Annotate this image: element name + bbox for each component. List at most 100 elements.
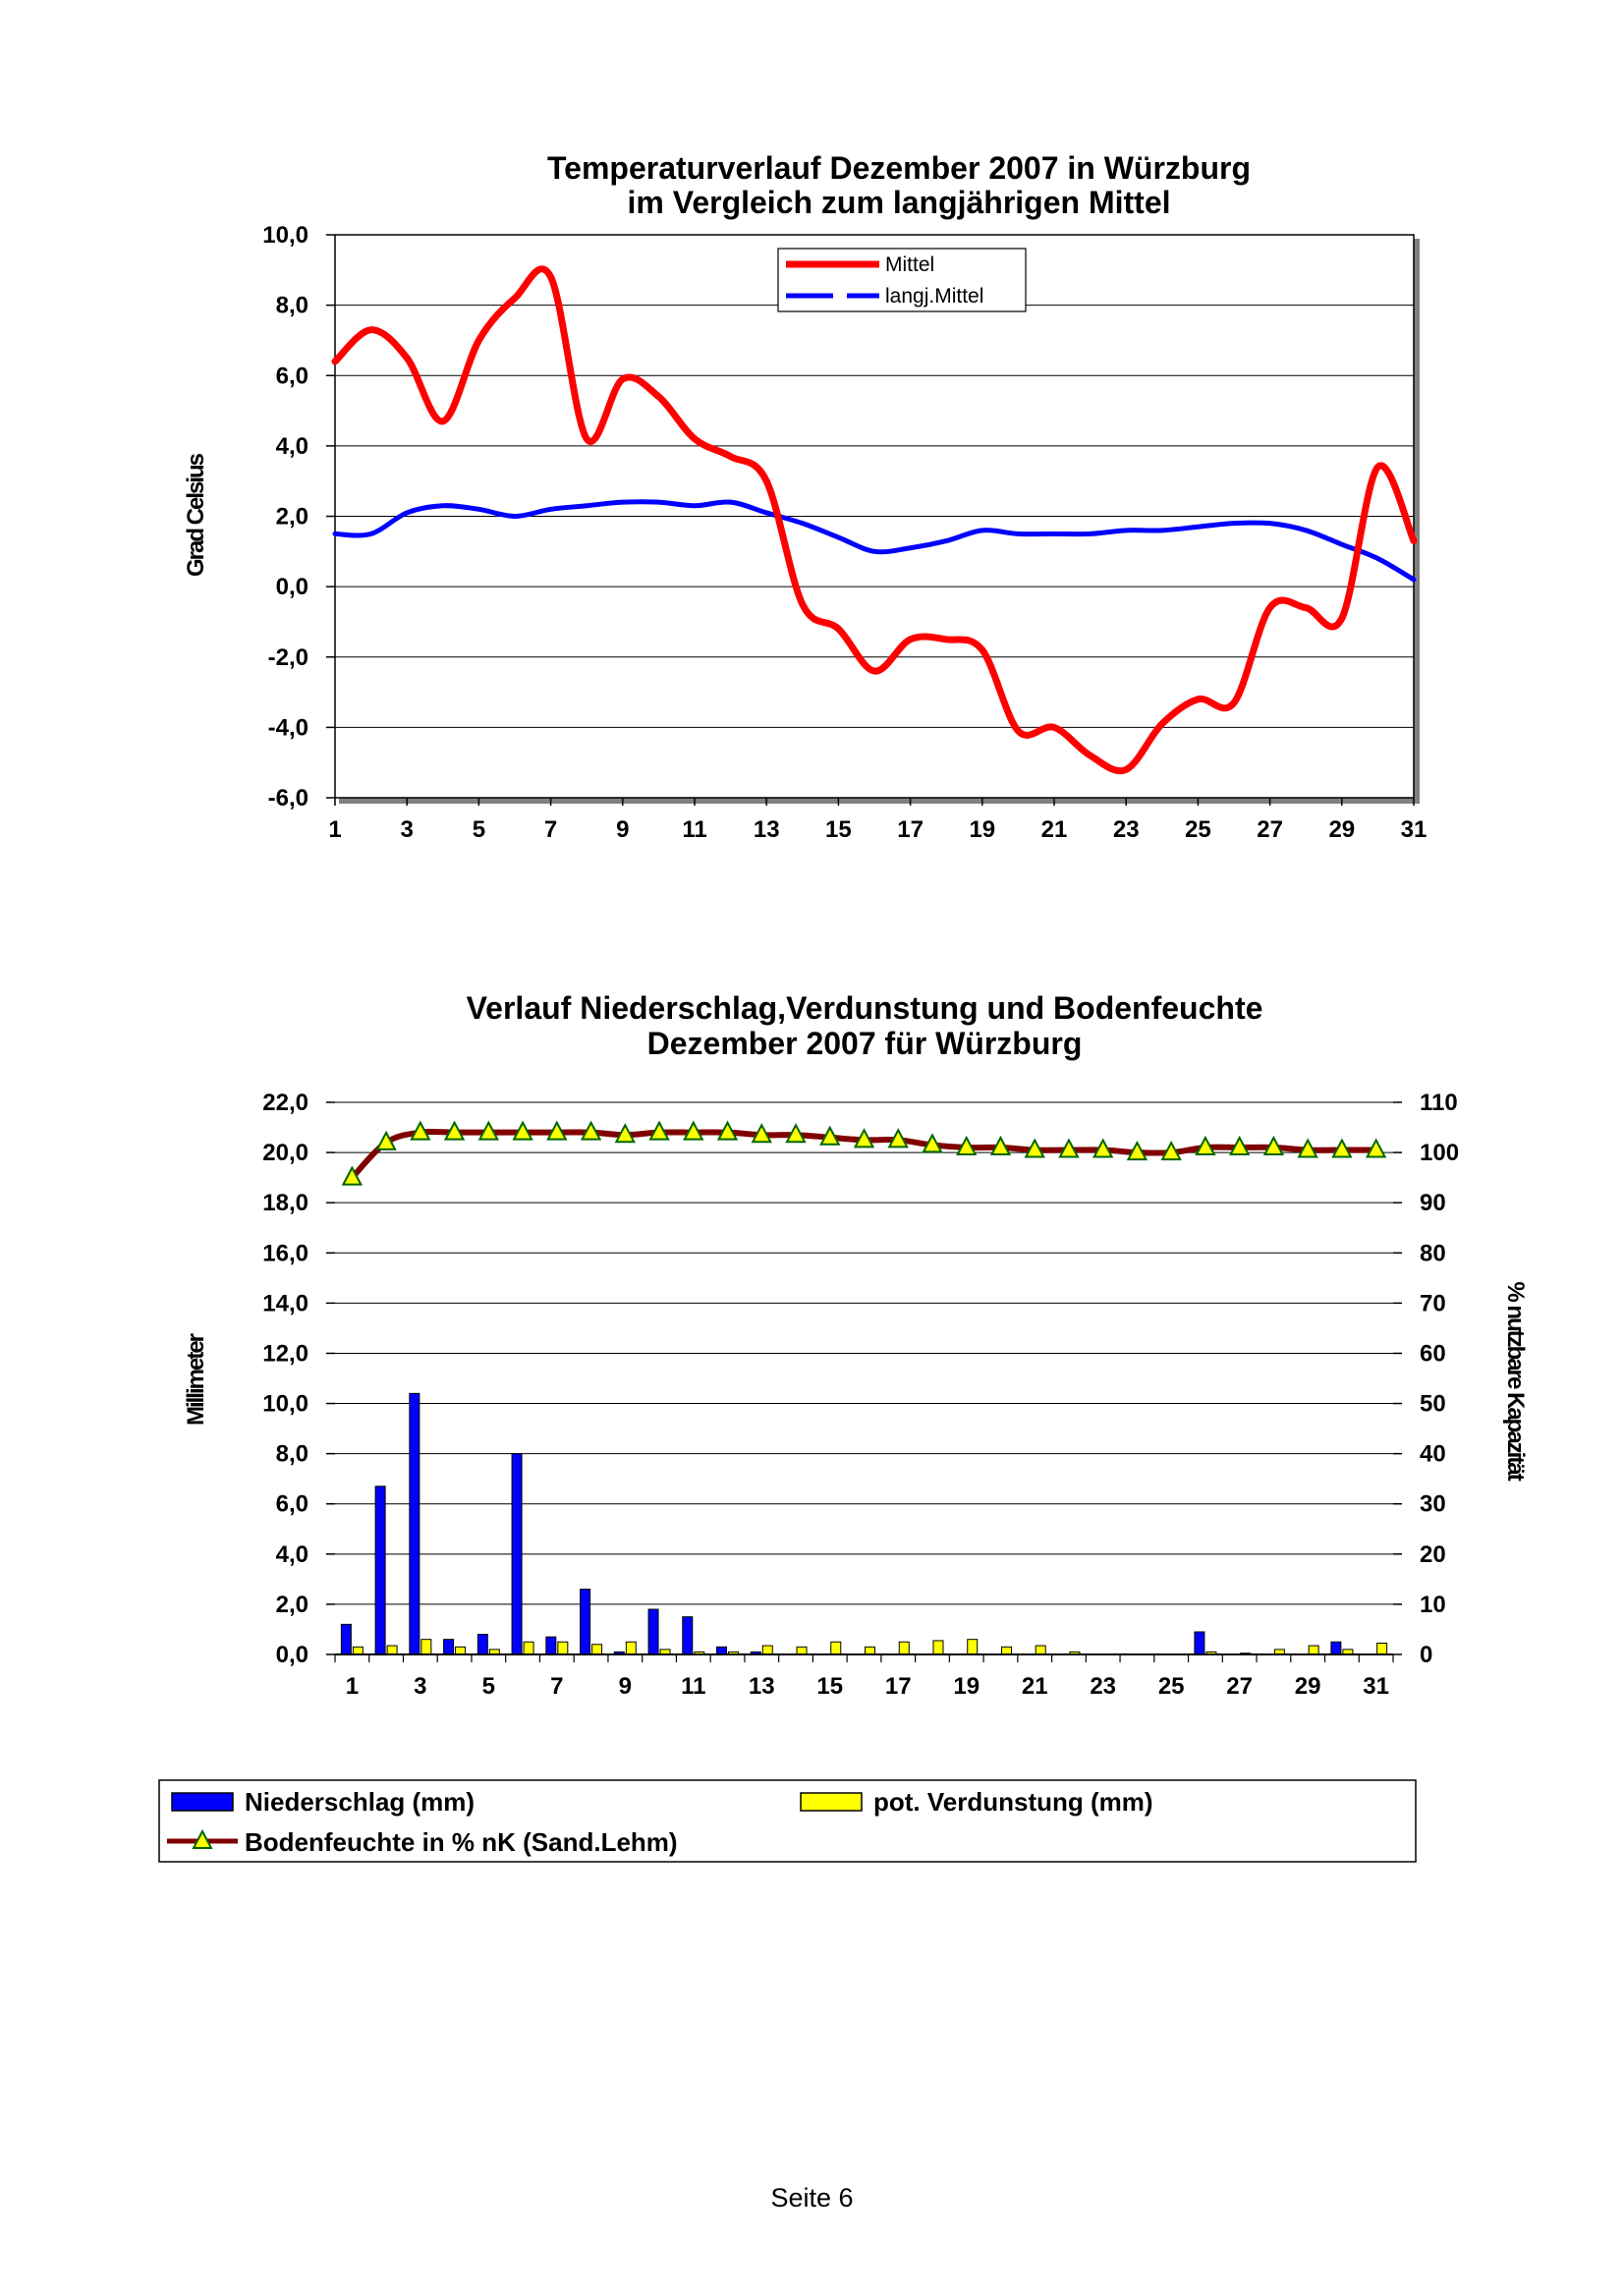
bodenfeuchte-point-marker bbox=[853, 1128, 875, 1148]
chart1-y-tick-label: 10,0 bbox=[262, 222, 308, 249]
legend-langj-mittel-label: langj.Mittel bbox=[885, 285, 983, 308]
chart2-legend-box bbox=[158, 1779, 1417, 1863]
bodenfeuchte-point-marker bbox=[477, 1120, 499, 1141]
chart1-x-tick-label: 19 bbox=[969, 816, 995, 843]
chart2-x-tick-label: 27 bbox=[1226, 1673, 1253, 1700]
verdunstung-bar bbox=[523, 1641, 534, 1655]
niederschlag-bar bbox=[409, 1392, 420, 1655]
chart2-title-line1: Verlauf Niederschlag,Verdunstung und Bod… bbox=[467, 990, 1263, 1026]
verdunstung-bar bbox=[967, 1639, 979, 1655]
bodenfeuchte-point-marker bbox=[410, 1120, 431, 1141]
chart1-legend-box bbox=[777, 248, 1027, 312]
niederschlag-bar bbox=[443, 1639, 455, 1655]
chart1-x-tick-labels: 1 3 5 7 9 11 13 15 17 19 21 23 25 27 29 31 bbox=[328, 816, 1427, 843]
niederschlag-bar bbox=[340, 1623, 352, 1655]
bodenfeuchte-point-marker bbox=[683, 1120, 704, 1141]
chart2-legend: Niederschlag (mm) pot. Verdunstung (mm) … bbox=[158, 1779, 1417, 1863]
bodenfeuchte-point-marker bbox=[1331, 1138, 1353, 1158]
chart2-y2-tick-label: 40 bbox=[1420, 1441, 1446, 1468]
chart2-y2-axis-label: % nutzbare Kapazität bbox=[1502, 1281, 1529, 1481]
chart2-y-tick-label: 0,0 bbox=[276, 1642, 308, 1668]
chart2-y2-tick-label: 80 bbox=[1420, 1240, 1446, 1266]
chart2-y2-tick-label: 50 bbox=[1420, 1391, 1446, 1418]
chart1-y-tick-labels: 10,0 8,0 6,0 4,0 2,0 0,0 -2,0 -4,0 -6,0 bbox=[262, 222, 308, 812]
bodenfeuchte-point-marker bbox=[580, 1120, 602, 1141]
chart1-x-tick-label: 7 bbox=[544, 816, 557, 843]
bodenfeuchte-point-marker bbox=[956, 1135, 978, 1155]
chart1-x-tick-label: 5 bbox=[473, 816, 485, 843]
bodenfeuchte-point-marker bbox=[1058, 1138, 1080, 1158]
chart1-x-tick-label: 13 bbox=[754, 816, 780, 843]
langj-mittel-series-line bbox=[332, 499, 1417, 583]
niederschlag-bar bbox=[682, 1616, 694, 1655]
niederschlag-bar bbox=[1330, 1641, 1342, 1655]
bodenfeuchte-point-marker bbox=[922, 1133, 943, 1153]
bodenfeuchte-point-marker bbox=[785, 1123, 807, 1144]
legend-niederschlag-swatch-icon bbox=[171, 1792, 234, 1812]
niederschlag-bar bbox=[476, 1634, 488, 1655]
niederschlag-bar bbox=[647, 1608, 659, 1655]
temperature-chart: Temperaturverlauf Dezember 2007 in Würzb… bbox=[183, 150, 1427, 843]
chart1-x-tick-label: 21 bbox=[1041, 816, 1068, 843]
chart2-y-tick-label: 4,0 bbox=[276, 1541, 308, 1568]
legend-bodenfeuchte-label: Bodenfeuchte in % nK (Sand.Lehm) bbox=[245, 1827, 678, 1857]
verdunstung-bar bbox=[625, 1641, 637, 1655]
bodenfeuchte-point-marker bbox=[614, 1123, 636, 1144]
verdunstung-bar bbox=[1000, 1646, 1012, 1655]
chart2-y2-tick-label: 110 bbox=[1420, 1090, 1458, 1116]
chart2-x-tick-label: 21 bbox=[1022, 1673, 1048, 1700]
verdunstung-bar bbox=[386, 1645, 398, 1655]
verdunstung-bar bbox=[420, 1639, 432, 1655]
chart2-y2-tick-label: 10 bbox=[1420, 1592, 1446, 1618]
chart2-gridlines bbox=[326, 1101, 1402, 1662]
chart2-y-axis-label: Millimeter bbox=[183, 1333, 209, 1426]
niederschlag-bar bbox=[716, 1646, 728, 1655]
precipitation-chart: Verlauf Niederschlag,Verdunstung und Bod… bbox=[158, 990, 1529, 1863]
chart2-title-line2: Dezember 2007 für Würzburg bbox=[647, 1026, 1083, 1061]
bodenfeuchte-point-marker bbox=[1297, 1138, 1318, 1158]
chart1-y-tick-label: 4,0 bbox=[276, 433, 308, 460]
verdunstung-bar bbox=[1035, 1645, 1046, 1655]
bodenfeuchte-point-marker bbox=[1365, 1138, 1387, 1158]
niederschlag-bar bbox=[545, 1636, 557, 1655]
niederschlag-bar bbox=[374, 1485, 386, 1655]
chart2-x-tick-label: 7 bbox=[550, 1673, 563, 1700]
chart2-y2-tick-label: 30 bbox=[1420, 1491, 1446, 1518]
chart2-x-tick-label: 11 bbox=[681, 1673, 705, 1700]
bodenfeuchte-point-marker bbox=[716, 1120, 739, 1141]
verdunstung-bar bbox=[455, 1646, 467, 1655]
verdunstung-bar bbox=[1376, 1643, 1388, 1655]
niederschlag-bar bbox=[511, 1453, 523, 1655]
verdunstung-bar bbox=[932, 1640, 944, 1655]
bodenfeuchte-point-marker bbox=[1195, 1135, 1216, 1155]
verdunstung-bar bbox=[830, 1641, 842, 1655]
legend-bodenfeuchte-marker-icon bbox=[192, 1828, 213, 1849]
bodenfeuchte-point-marker bbox=[512, 1120, 533, 1141]
chart1-gridlines bbox=[326, 234, 1415, 806]
bodenfeuchte-point-marker bbox=[546, 1120, 568, 1141]
chart2-y-tick-label: 20,0 bbox=[262, 1140, 308, 1166]
bodenfeuchte-point-marker bbox=[1126, 1140, 1148, 1161]
legend-verdunstung-label: pot. Verdunstung (mm) bbox=[873, 1787, 1153, 1817]
chart1-y-tick-label: -6,0 bbox=[268, 785, 308, 812]
chart2-y-tick-label: 18,0 bbox=[262, 1190, 308, 1216]
chart2-bars bbox=[340, 1392, 1388, 1655]
chart1-x-tick-label: 11 bbox=[682, 816, 706, 843]
chart2-y-tick-label: 6,0 bbox=[276, 1491, 308, 1518]
chart1-x-tick-label: 1 bbox=[328, 816, 341, 843]
chart2-y2-tick-label: 0 bbox=[1420, 1642, 1432, 1668]
bodenfeuchte-point-marker bbox=[1092, 1138, 1114, 1158]
chart2-x-tick-label: 19 bbox=[953, 1673, 980, 1700]
chart2-y2-tick-label: 70 bbox=[1420, 1290, 1446, 1316]
chart2-soil-moisture-line bbox=[341, 1120, 1387, 1186]
bodenfeuchte-point-marker bbox=[989, 1135, 1012, 1155]
chart2-y-tick-label: 16,0 bbox=[262, 1240, 308, 1266]
chart2-x-tick-labels: 1 3 5 7 9 11 13 15 17 19 21 23 25 27 29 31 bbox=[346, 1673, 1389, 1700]
chart1-y-tick-label: -4,0 bbox=[268, 714, 308, 741]
chart1-x-tick-label: 25 bbox=[1185, 816, 1211, 843]
chart1-y-axis-label: Grad Celsius bbox=[183, 453, 209, 577]
chart2-x-tick-label: 29 bbox=[1295, 1673, 1321, 1700]
bodenfeuchte-point-marker bbox=[341, 1165, 364, 1186]
verdunstung-bar bbox=[352, 1646, 364, 1655]
